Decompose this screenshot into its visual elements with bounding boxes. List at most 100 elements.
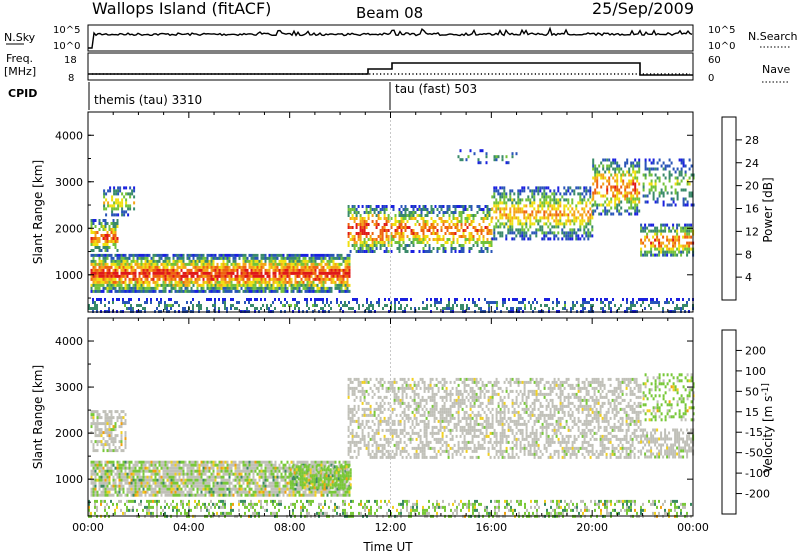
power-echo-cell xyxy=(499,231,502,235)
power-echo-cell xyxy=(113,213,116,217)
power-echo-cell xyxy=(385,229,388,232)
power-echo-cell xyxy=(106,237,109,240)
power-echo-cell xyxy=(274,277,277,281)
power-echo-cell xyxy=(363,241,366,244)
velocity-echo-cell xyxy=(144,475,147,479)
velocity-echo-cell xyxy=(254,481,257,485)
power-echo-cell xyxy=(228,259,231,263)
velocity-echo-cell xyxy=(140,481,143,485)
power-echo-cell xyxy=(430,226,433,229)
power-echo-cell xyxy=(497,231,500,235)
velocity-echo-cell xyxy=(154,475,157,479)
power-echo-cell xyxy=(410,241,413,244)
velocity-echo-cell xyxy=(160,463,163,467)
velocity-echo-cell xyxy=(198,481,201,485)
power-echo-cell xyxy=(262,280,265,284)
power-echo-cell xyxy=(442,211,445,214)
power-echo-cell xyxy=(125,186,128,190)
velocity-echo-cell xyxy=(110,472,113,476)
velocity-echo-cell xyxy=(258,460,261,464)
power-echo-cell xyxy=(640,226,643,230)
power-echo-cell xyxy=(654,182,657,186)
power-echo-cell xyxy=(490,229,493,232)
power-echo-cell xyxy=(286,262,289,266)
power-echo-cell xyxy=(508,298,510,301)
power-echo-cell xyxy=(660,164,663,168)
velocity-echo-cell xyxy=(96,478,99,482)
velocity-echo-cell xyxy=(126,475,129,479)
power-echo-cell xyxy=(618,209,621,213)
power-echo-cell xyxy=(418,223,421,226)
power-echo-cell xyxy=(351,226,354,229)
power-echo-cell xyxy=(140,268,143,272)
power-echo-cell xyxy=(228,271,231,275)
power-echo-cell xyxy=(280,268,283,272)
power-echo-cell xyxy=(640,298,642,301)
power-echo-cell xyxy=(585,186,588,190)
power-echo-cell xyxy=(493,228,496,232)
power-echo-cell xyxy=(444,220,447,223)
velocity-echo-cell xyxy=(96,493,99,497)
power-echo-cell xyxy=(124,265,127,269)
power-echo-cell xyxy=(148,271,151,275)
power-echo-cell xyxy=(128,286,131,290)
power-echo-cell xyxy=(306,283,309,287)
power-echo-cell xyxy=(410,214,413,217)
power-echo-cell xyxy=(547,195,550,199)
power-echo-cell xyxy=(128,271,131,275)
power-echo-cell xyxy=(589,195,592,199)
power-echo-cell xyxy=(632,200,635,204)
power-echo-cell xyxy=(606,203,609,207)
power-echo-cell xyxy=(180,280,183,284)
power-echo-cell xyxy=(460,250,463,253)
power-echo-cell xyxy=(561,213,564,217)
power-echo-cell xyxy=(618,164,621,168)
power-echo-cell xyxy=(559,216,562,220)
power-echo-cell xyxy=(606,164,609,168)
power-echo-cell xyxy=(620,179,623,183)
power-echo-cell xyxy=(375,247,378,250)
velocity-echo-cell xyxy=(236,469,239,473)
power-echo-cell xyxy=(342,268,345,272)
power-echo-cell xyxy=(581,201,584,205)
power-echo-cell xyxy=(92,243,95,246)
power-echo-cell xyxy=(110,280,113,284)
velocity-echo-cell xyxy=(124,460,127,464)
power-echo-cell xyxy=(501,231,504,235)
velocity-echo-cell xyxy=(228,475,231,479)
velocity-echo-cell xyxy=(142,466,145,470)
power-echo-cell xyxy=(206,298,208,301)
nsearch-tick-bottom: 10^0 xyxy=(708,41,735,52)
power-echo-cell xyxy=(507,213,510,217)
power-echo-cell xyxy=(130,259,133,263)
power-echo-cell xyxy=(322,298,324,301)
power-echo-cell xyxy=(658,191,661,195)
power-echo-cell xyxy=(252,265,255,269)
velocity-echo-cell xyxy=(188,460,191,464)
power-echo-cell xyxy=(98,280,101,284)
power-echo-cell xyxy=(246,259,249,263)
velocity-echo-cell xyxy=(154,466,157,470)
velocity-echo-cell xyxy=(114,472,117,476)
power-echo-cell xyxy=(198,253,201,257)
velocity-echo-cell xyxy=(212,472,215,476)
power-echo-cell xyxy=(493,192,496,196)
power-echo-cell xyxy=(682,304,684,307)
velocity-echo-cell xyxy=(96,490,99,494)
nsky-label: N.Sky xyxy=(4,31,36,44)
power-echo-cell xyxy=(512,307,514,310)
velocity-echo-cell xyxy=(232,463,235,467)
power-echo-cell xyxy=(422,250,425,253)
power-echo-cell xyxy=(672,238,675,242)
power-echo-cell xyxy=(224,286,227,290)
power-echo-cell xyxy=(426,220,429,223)
power-echo-cell xyxy=(282,259,285,263)
power-echo-cell xyxy=(326,277,329,281)
power-echo-cell xyxy=(230,274,233,278)
power-echo-cell xyxy=(521,189,524,193)
velocity-echo-cell xyxy=(166,463,169,467)
power-echo-cell xyxy=(230,304,232,307)
velocity-echo-cell xyxy=(252,478,255,482)
power-echo-cell xyxy=(404,298,406,301)
power-echo-cell xyxy=(543,216,546,220)
